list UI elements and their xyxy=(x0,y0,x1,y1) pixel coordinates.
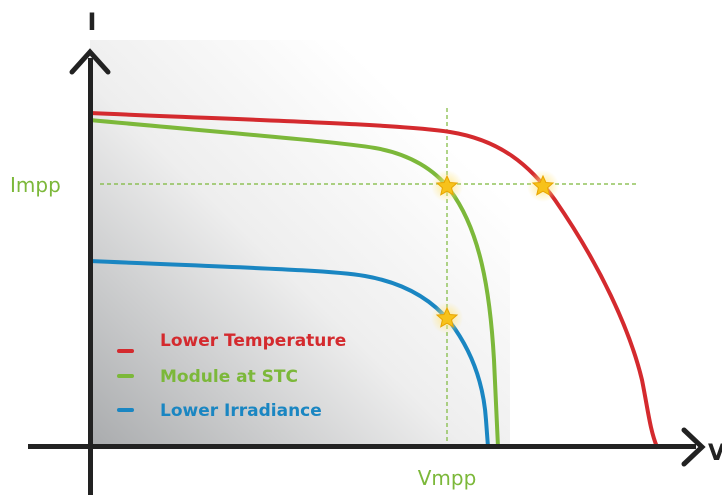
star xyxy=(431,170,463,202)
vmpp-label: Vmpp xyxy=(418,466,477,490)
y-arrow xyxy=(69,48,111,75)
x-arrow xyxy=(681,427,706,467)
curve-lower-irradiance xyxy=(88,259,490,449)
axes xyxy=(28,48,706,495)
x-axis-label: V xyxy=(708,441,722,466)
x-axis xyxy=(28,444,696,449)
legend-label: Lower Irradiance xyxy=(160,401,322,421)
y-axis xyxy=(88,58,93,495)
star xyxy=(431,302,463,334)
y-axis-label: I xyxy=(88,8,97,36)
stars xyxy=(431,170,559,334)
legend-label: Module at STC xyxy=(160,367,298,387)
legend-label: Lower Temperature xyxy=(160,331,346,351)
impp-label: Impp xyxy=(10,173,61,197)
legend: Lower Temperature Module at STC Lower Irra… xyxy=(117,331,346,421)
shaded-area xyxy=(90,40,510,447)
star xyxy=(527,170,559,202)
